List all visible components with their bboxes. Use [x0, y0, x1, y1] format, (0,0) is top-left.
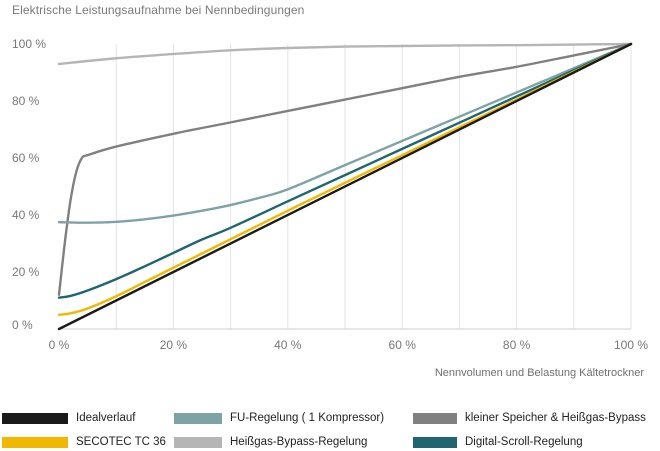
- x-axis-title: Nennvolumen und Belastung Kältetrockner: [435, 367, 644, 379]
- chart-title: Elektrische Leistungsaufnahme bei Nennbe…: [12, 3, 305, 17]
- y-tick-label: 100 %: [12, 37, 46, 51]
- x-tick-label: 0 %: [49, 338, 70, 352]
- legend-label-scroll: Digital-Scroll-Regelung: [465, 436, 583, 448]
- legend: Idealverlauf SECOTEC TC 36 FU-Regelung (…: [0, 404, 660, 450]
- legend-label-fu: FU-Regelung ( 1 Kompressor): [230, 412, 385, 424]
- series-line-idealverlauf: [57, 42, 633, 331]
- legend-item-speicher: kleiner Speicher & Heißgas-Bypass: [413, 410, 646, 426]
- y-tick-label: 40 %: [12, 208, 40, 222]
- series-line-kleiner-speicher-hei-gas-bypass: [57, 42, 633, 296]
- line-chart: 0 % 20 % 40 % 60 % 80 % 100 % 0 % 20 % 40 % 60 % 8…: [12, 37, 648, 379]
- legend-label-secotec: SECOTEC TC 36: [76, 436, 166, 448]
- series-line-hei-gas-bypass-regelung: [57, 42, 633, 66]
- legend-item-idealverlauf: Idealverlauf: [2, 410, 135, 426]
- legend-swatch-heissgas: [174, 436, 222, 448]
- legend-label-idealverlauf: Idealverlauf: [76, 412, 136, 424]
- legend-item-heissgas: Heißgas-Bypass-Regelung: [174, 434, 367, 450]
- y-tick-label: 60 %: [12, 151, 40, 165]
- legend-item-scroll: Digital-Scroll-Regelung: [413, 434, 583, 450]
- legend-swatch-secotec: [2, 436, 68, 448]
- x-tick-label: 100 %: [614, 338, 648, 352]
- legend-label-speicher: kleiner Speicher & Heißgas-Bypass: [465, 412, 646, 424]
- series-line-digital-scroll-regelung: [57, 42, 633, 299]
- x-tick-label: 60 %: [389, 338, 417, 352]
- x-tick-label: 40 %: [274, 338, 302, 352]
- y-tick-label: 80 %: [12, 94, 40, 108]
- legend-swatch-speicher: [413, 412, 457, 424]
- legend-item-fu: FU-Regelung ( 1 Kompressor): [174, 410, 384, 426]
- x-tick-label: 20 %: [160, 338, 188, 352]
- y-tick-label: 20 %: [12, 265, 40, 279]
- y-tick-label: 0 %: [12, 318, 33, 332]
- x-tick-label: 80 %: [503, 338, 531, 352]
- series-line-secotec-tc-36: [57, 42, 633, 316]
- legend-item-secotec: SECOTEC TC 36: [2, 434, 166, 450]
- legend-label-heissgas: Heißgas-Bypass-Regelung: [230, 436, 368, 448]
- legend-swatch-fu: [174, 412, 222, 424]
- series-line-fu-regelung-1-kompressor: [57, 42, 633, 224]
- legend-swatch-scroll: [413, 436, 457, 448]
- legend-swatch-idealverlauf: [2, 412, 68, 424]
